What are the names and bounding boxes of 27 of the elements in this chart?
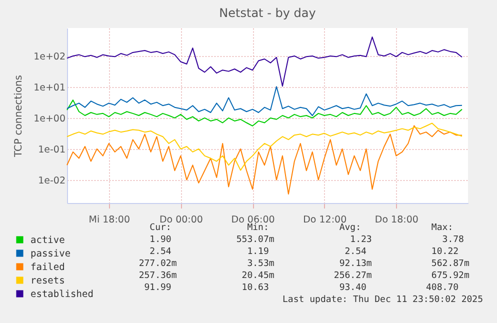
legend-label: resets (30, 275, 65, 286)
legend-label: established (30, 288, 94, 300)
y-tick-label: 1e+00 (34, 113, 66, 124)
legend-label: failed (30, 262, 65, 273)
text: 257.36m 20.45m 256.27m 675.92m (138, 271, 470, 281)
y-axis-title: TCP connections (14, 74, 25, 158)
y-tick-label: 1e-02 (38, 175, 66, 186)
text: 2.54 1.19 2.54 10.22 (150, 247, 459, 257)
text: Cur: Min: Avg: Max: (150, 223, 454, 233)
text: 277.02m 3.53m 92.13m 562.87m (138, 259, 470, 269)
legend-label: passive (30, 248, 71, 260)
text: Last update: Thu Dec 11 23:50:02 2025 (282, 294, 483, 306)
x-tick-label: Do 00:00 (159, 214, 203, 226)
chart-title: Netstat - by day (219, 6, 316, 20)
y-tick-label: 1e+02 (34, 51, 66, 62)
y-tick-label: 1e+01 (34, 82, 66, 94)
text: 91.99 10.63 93.40 408.70 (144, 283, 459, 293)
text: 1.90 553.07m 1.23 3.78 (150, 235, 464, 245)
legend-label: active (30, 234, 66, 246)
line-series (66, 36, 463, 87)
line-series (66, 125, 463, 195)
y-tick-label: 1e-01 (38, 144, 66, 156)
line-series (66, 100, 463, 126)
line-series (66, 122, 463, 171)
x-tick-label: Mi 18:00 (88, 214, 130, 226)
line-series (66, 86, 463, 116)
x-tick-label: Do 18:00 (374, 214, 418, 226)
